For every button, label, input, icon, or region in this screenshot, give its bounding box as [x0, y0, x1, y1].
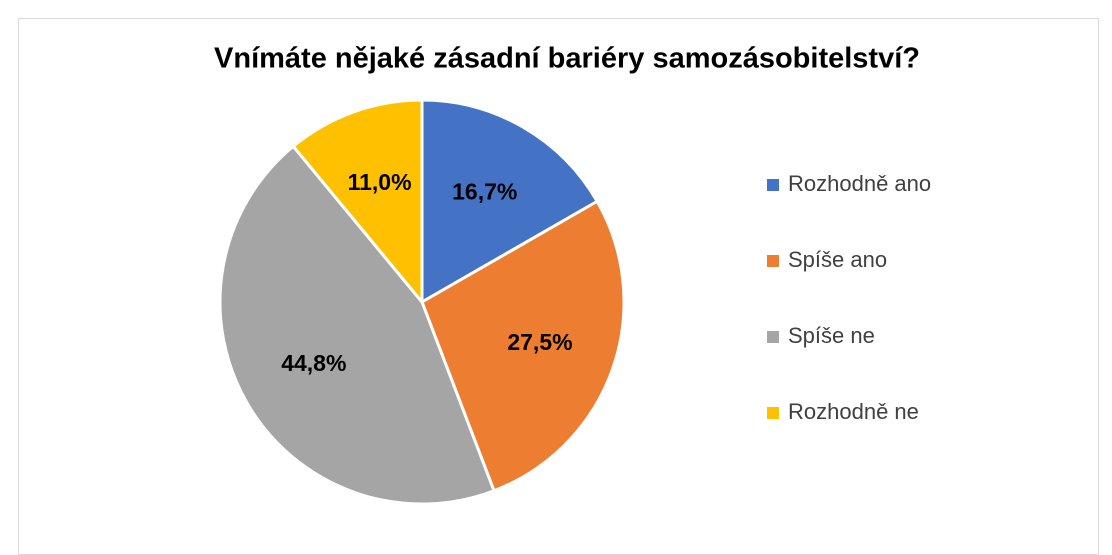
pie-slice — [420, 98, 600, 305]
data-label: 27,5% — [507, 329, 572, 355]
data-label: 11,0% — [348, 169, 412, 195]
legend-label: Spíše ano — [788, 247, 887, 272]
legend-label: Spíše ne — [788, 323, 875, 348]
legend-swatch — [767, 255, 779, 267]
pie-slice — [420, 199, 626, 493]
legend-label: Rozhodně ne — [788, 399, 919, 424]
data-label: 16,7% — [452, 179, 517, 205]
pie-slice — [291, 98, 424, 307]
legend-swatch — [767, 179, 779, 191]
legend-swatch — [767, 331, 779, 343]
chart-title: Vnímáte nějaké zásadní bariéry samozásob… — [214, 43, 920, 75]
data-label: 44,8% — [281, 350, 346, 376]
legend-label: Rozhodně ano — [788, 171, 931, 196]
legend-swatch — [767, 407, 779, 419]
pie-slice — [218, 144, 496, 506]
